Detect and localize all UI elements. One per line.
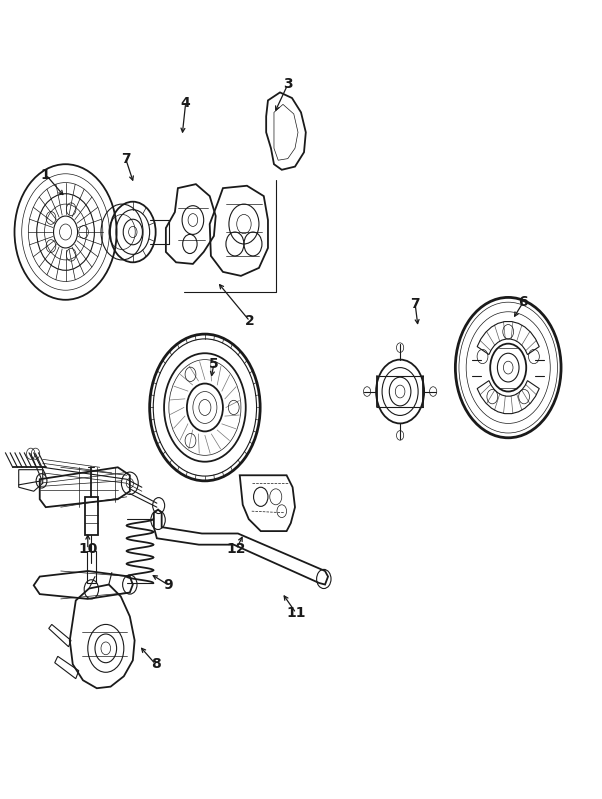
Text: 1: 1: [41, 168, 51, 181]
Text: 10: 10: [78, 543, 98, 556]
Text: 2: 2: [245, 314, 255, 328]
Text: 12: 12: [226, 543, 246, 556]
Text: 3: 3: [283, 78, 293, 91]
Text: 5: 5: [209, 356, 219, 371]
Text: 7: 7: [411, 296, 420, 311]
Text: 8: 8: [150, 658, 161, 671]
Text: 9: 9: [163, 578, 173, 591]
Text: 6: 6: [518, 295, 528, 309]
Text: 7: 7: [121, 152, 131, 165]
Text: 11: 11: [287, 606, 306, 620]
Text: 4: 4: [181, 96, 191, 109]
